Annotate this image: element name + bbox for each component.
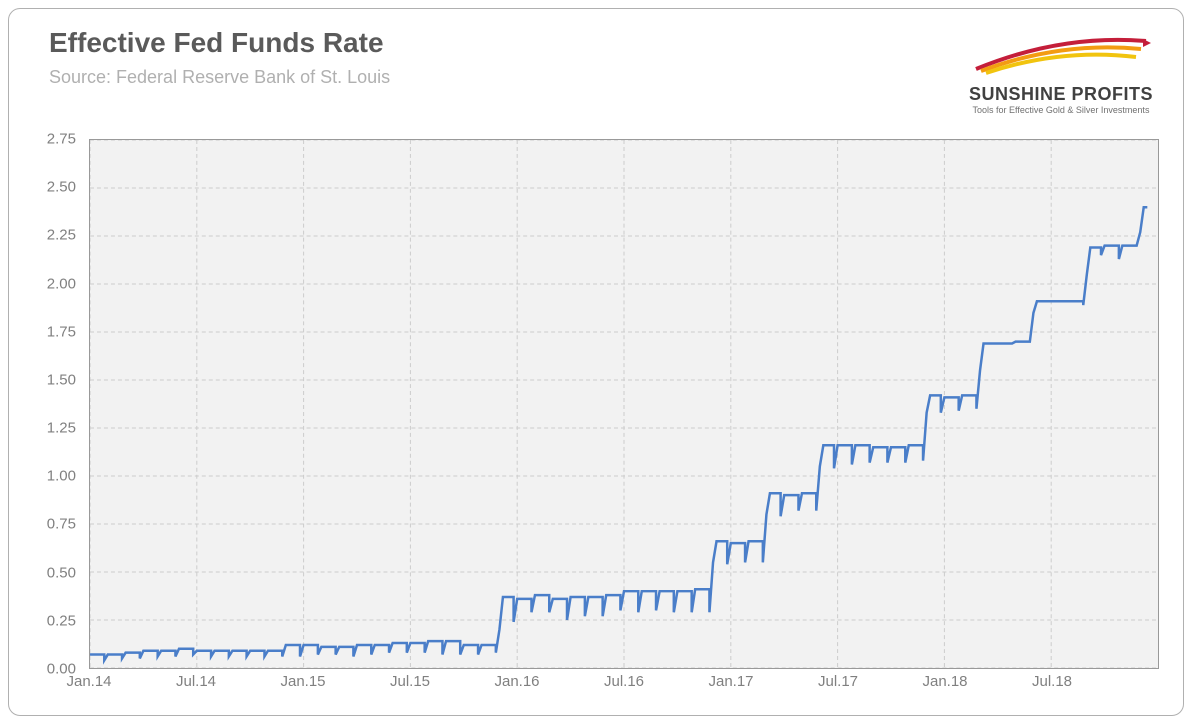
sunshine-swoosh-icon: [971, 29, 1151, 79]
x-axis-labels: Jan.14Jul.14Jan.15Jul.15Jan.16Jul.16Jan.…: [89, 673, 1159, 703]
x-tick-label: Jul.16: [604, 673, 644, 690]
y-tick-label: 2.50: [47, 179, 76, 196]
grid-lines: [90, 140, 1158, 668]
x-tick-label: Jan.16: [494, 673, 539, 690]
x-tick-label: Jul.15: [390, 673, 430, 690]
x-tick-label: Jul.14: [176, 673, 216, 690]
chart-container: Effective Fed Funds Rate Source: Federal…: [8, 8, 1184, 716]
brand-name: SUNSHINE PROFITS: [969, 84, 1153, 105]
y-tick-label: 0.75: [47, 516, 76, 533]
y-axis-labels: 0.000.250.500.751.001.251.501.752.002.25…: [9, 139, 84, 669]
x-tick-label: Jan.14: [66, 673, 111, 690]
y-tick-label: 0.50: [47, 564, 76, 581]
y-tick-label: 1.50: [47, 371, 76, 388]
fed-funds-rate-line: [90, 207, 1147, 660]
x-tick-label: Jul.17: [818, 673, 858, 690]
brand-tagline: Tools for Effective Gold & Silver Invest…: [969, 105, 1153, 115]
y-tick-label: 0.25: [47, 612, 76, 629]
chart-svg: [90, 140, 1158, 668]
plot-area: [89, 139, 1159, 669]
brand-logo: SUNSHINE PROFITS Tools for Effective Gol…: [969, 29, 1153, 115]
tick-marks: [90, 140, 1051, 668]
y-tick-label: 2.25: [47, 227, 76, 244]
x-tick-label: Jan.15: [280, 673, 325, 690]
y-tick-label: 1.75: [47, 323, 76, 340]
y-tick-label: 2.75: [47, 131, 76, 148]
x-tick-label: Jul.18: [1032, 673, 1072, 690]
y-tick-label: 2.00: [47, 275, 76, 292]
x-tick-label: Jan.17: [708, 673, 753, 690]
y-tick-label: 1.00: [47, 468, 76, 485]
x-tick-label: Jan.18: [922, 673, 967, 690]
y-tick-label: 1.25: [47, 420, 76, 437]
